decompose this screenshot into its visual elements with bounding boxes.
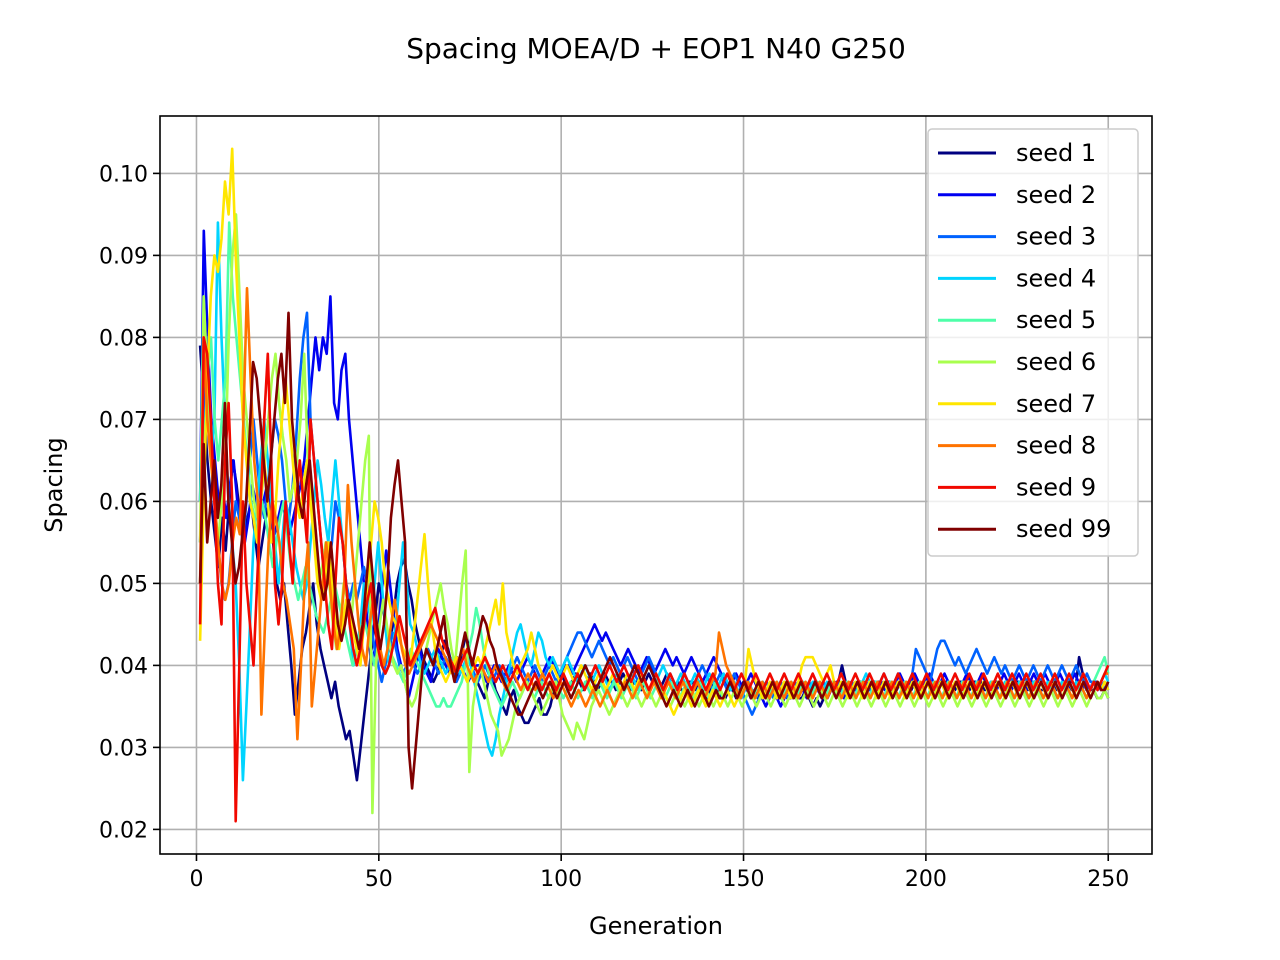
x-tick-label: 50 bbox=[365, 867, 393, 892]
y-tick-label: 0.02 bbox=[99, 818, 148, 843]
legend-label: seed 9 bbox=[1016, 473, 1096, 501]
legend-label: seed 6 bbox=[1016, 348, 1096, 376]
x-tick-label: 250 bbox=[1087, 867, 1129, 892]
tick-layer: 0 50 100 150 200 250 0.02 0.03 0.04 0.05 0.06 0.07 0… bbox=[99, 162, 1129, 892]
series-line-seed-99 bbox=[198, 311, 1110, 790]
y-tick-label: 0.08 bbox=[99, 326, 148, 351]
legend-label: seed 5 bbox=[1016, 306, 1096, 334]
legend-label: seed 1 bbox=[1016, 139, 1096, 167]
legend-label: seed 7 bbox=[1016, 390, 1096, 418]
x-tick-label: 0 bbox=[189, 867, 203, 892]
y-tick-label: 0.04 bbox=[99, 654, 148, 679]
y-tick-label: 0.03 bbox=[99, 736, 148, 761]
x-axis-title: Generation bbox=[589, 912, 723, 940]
legend-label: seed 3 bbox=[1016, 223, 1096, 251]
legend-label: seed 2 bbox=[1016, 181, 1096, 209]
series-layer bbox=[198, 147, 1110, 823]
x-tick-label: 100 bbox=[540, 867, 582, 892]
y-tick-label: 0.10 bbox=[99, 162, 148, 187]
plot-frame bbox=[159, 115, 1153, 855]
legend-label: seed 4 bbox=[1016, 264, 1096, 292]
y-tick-label: 0.09 bbox=[99, 244, 148, 269]
x-tick-label: 150 bbox=[723, 867, 765, 892]
y-tick-label: 0.05 bbox=[99, 572, 148, 597]
chart-title: Spacing MOEA/D + EOP1 N40 G250 bbox=[406, 32, 906, 65]
series-line-seed-3 bbox=[198, 311, 1110, 716]
y-tick-label: 0.06 bbox=[99, 490, 148, 515]
y-tick-label: 0.07 bbox=[99, 408, 148, 433]
legend-label: seed 8 bbox=[1016, 432, 1096, 460]
series-line-seed-8 bbox=[198, 286, 1109, 741]
legend: seed 1 seed 2 seed 3 seed 4 seed 5 seed 6 seed… bbox=[927, 128, 1139, 557]
x-tick-label: 200 bbox=[905, 867, 947, 892]
legend-label: seed 99 bbox=[1016, 515, 1111, 543]
y-axis-title: Spacing bbox=[40, 437, 68, 532]
